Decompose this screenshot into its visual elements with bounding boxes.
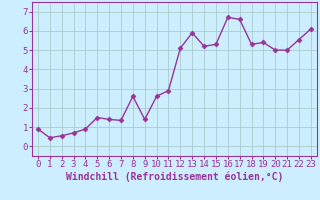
X-axis label: Windchill (Refroidissement éolien,°C): Windchill (Refroidissement éolien,°C) xyxy=(66,172,283,182)
